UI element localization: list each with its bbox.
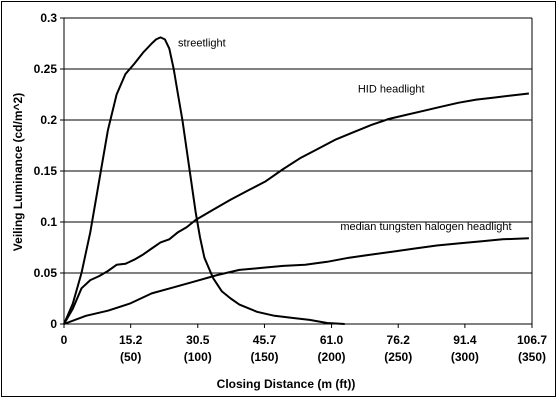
x-tick-sublabel-1: (50)	[120, 350, 141, 364]
series-label-hid-headlight: HID headlight	[358, 83, 425, 95]
y-tick-label-3: 0.15	[34, 164, 58, 178]
series-labels: streetlight HID headlight median tungsten …	[178, 38, 512, 234]
series-lines	[63, 36, 530, 325]
y-tick-label-6: 0.3	[40, 11, 57, 25]
x-tick-label-5: 76.2	[387, 333, 411, 347]
chart-frame: 0 0.05 0.1 0.15 0.2 0.25 0.3 0 15.2 (50) 30.5 (100)…	[1, 1, 556, 397]
axes	[60, 17, 533, 328]
x-tick-sublabel-7: (350)	[518, 350, 546, 364]
y-tick-label-4: 0.2	[40, 113, 57, 127]
x-tick-sublabel-6: (300)	[451, 350, 479, 364]
x-tick-sublabel-4: (200)	[318, 350, 346, 364]
y-axis-title: Veiling Luminance (cd/m^2)	[11, 93, 25, 251]
x-axis-title: Closing Distance (m (ft))	[217, 377, 356, 391]
x-tick-label-2: 30.5	[186, 333, 210, 347]
series-line-median-tungsten-halogen-headlight	[63, 237, 529, 325]
x-tick-sublabel-5: (250)	[384, 350, 412, 364]
x-tick-label-0: 0	[61, 333, 68, 347]
series-line-streetlight	[63, 36, 345, 325]
y-tick-label-5: 0.25	[34, 62, 58, 76]
x-tick-sublabel-3: (150)	[250, 350, 278, 364]
luminance-line-chart: 0 0.05 0.1 0.15 0.2 0.25 0.3 0 15.2 (50) 30.5 (100)…	[11, 11, 548, 391]
x-tick-label-7: 106.7	[517, 333, 547, 347]
series-line-hid-headlight	[63, 92, 530, 325]
series-label-median-tungsten-halogen-headlight: median tungsten halogen headlight	[340, 221, 511, 233]
x-tick-label-4: 61.0	[320, 333, 344, 347]
x-tick-label-6: 91.4	[453, 333, 477, 347]
y-tick-label-1: 0.05	[34, 266, 58, 280]
series-label-streetlight: streetlight	[178, 38, 226, 50]
tick-labels: 0 0.05 0.1 0.15 0.2 0.25 0.3 0 15.2 (50) 30.5 (100)…	[34, 11, 548, 364]
y-tick-label-2: 0.1	[40, 215, 57, 229]
y-tick-label-0: 0	[50, 317, 57, 331]
x-tick-sublabel-2: (100)	[184, 350, 212, 364]
x-tick-label-1: 15.2	[119, 333, 143, 347]
x-tick-label-3: 45.7	[253, 333, 277, 347]
grid-lines	[64, 17, 532, 274]
